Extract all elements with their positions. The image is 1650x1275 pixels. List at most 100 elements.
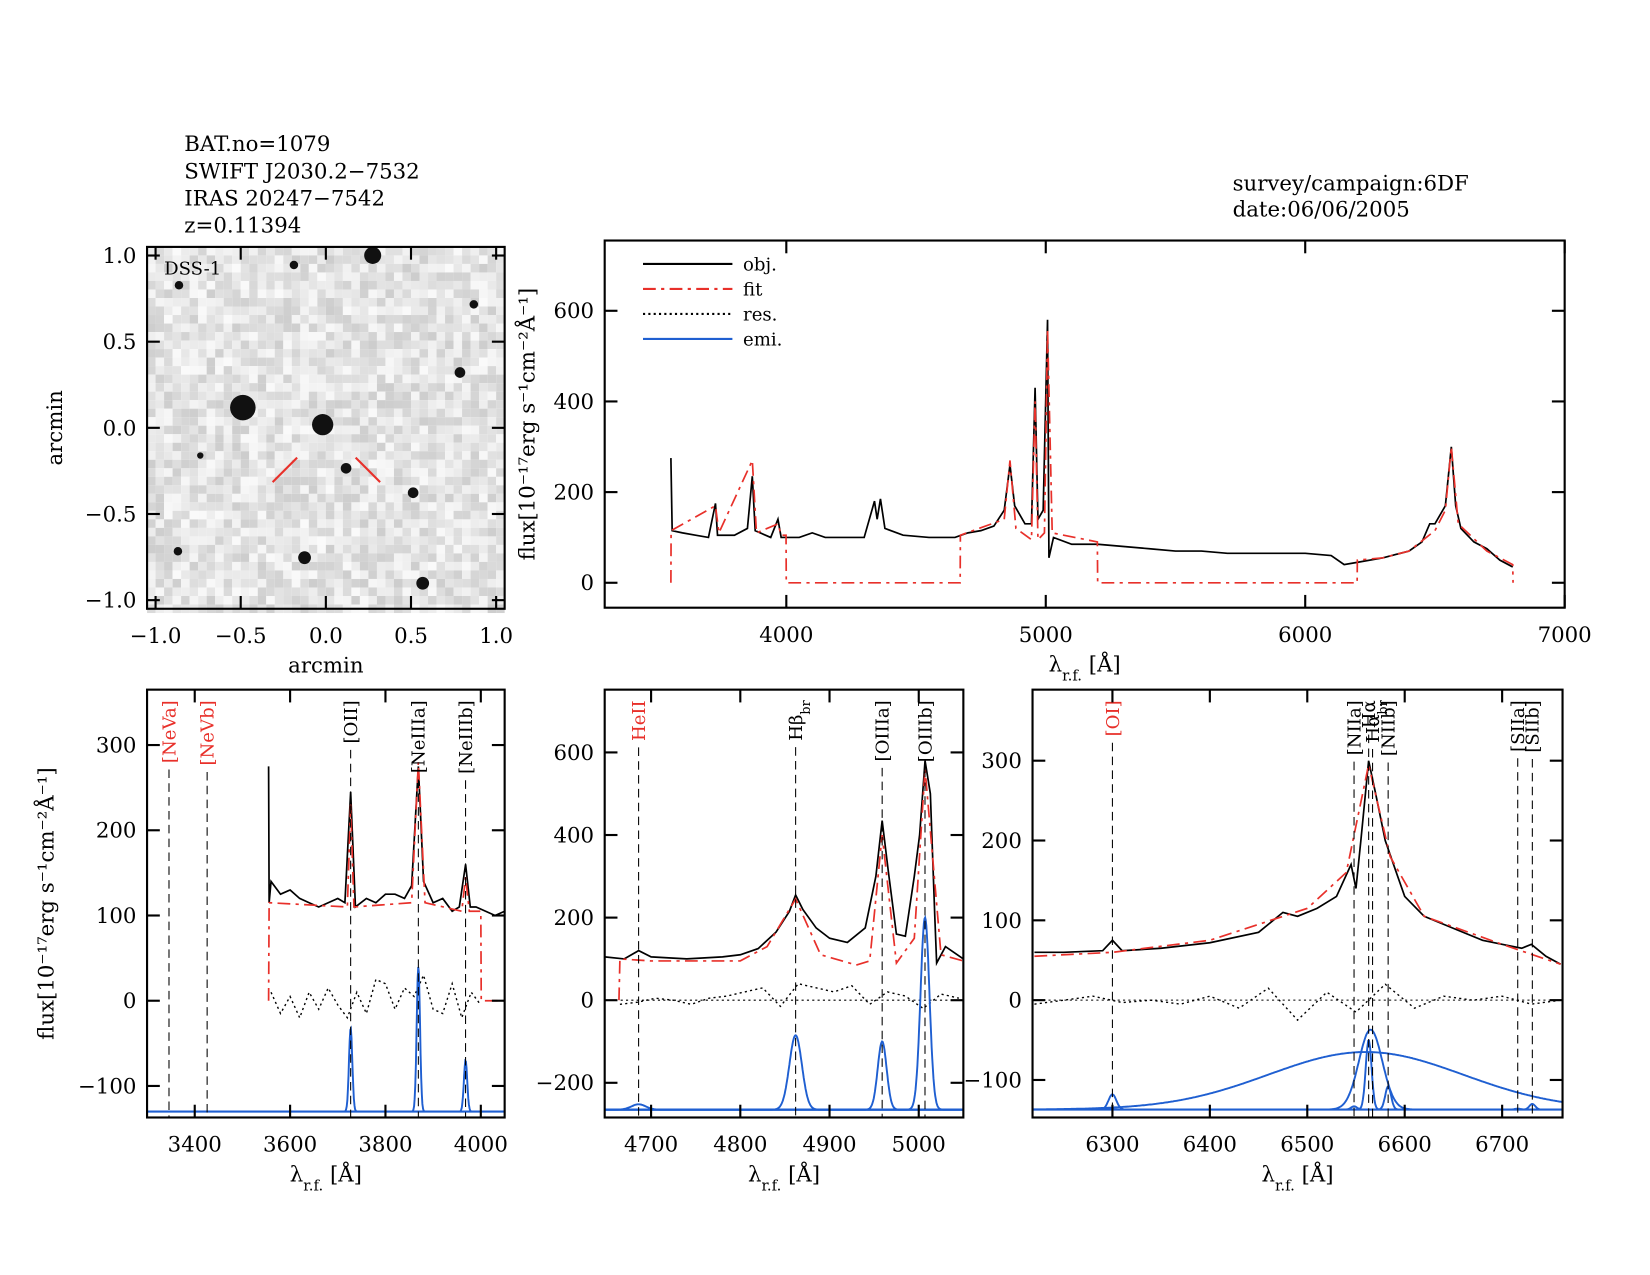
pixel xyxy=(283,417,292,426)
pixel xyxy=(198,297,207,307)
pixel xyxy=(283,502,292,511)
pixel xyxy=(215,553,224,562)
pixel xyxy=(325,357,335,367)
pixel xyxy=(181,340,190,350)
pixel xyxy=(257,297,267,307)
pixel xyxy=(419,502,429,511)
pixel xyxy=(428,502,437,511)
pixel xyxy=(300,434,309,443)
pixel xyxy=(479,263,488,273)
pixel xyxy=(419,417,429,426)
pixel xyxy=(147,578,156,588)
pixel xyxy=(189,578,199,588)
pixel xyxy=(393,280,403,290)
pixel xyxy=(232,263,241,273)
x-axis-label: λr.f. [Å] xyxy=(1261,1161,1333,1194)
pixel xyxy=(317,578,326,588)
pixel xyxy=(291,476,301,486)
pixel xyxy=(470,280,480,290)
pixel xyxy=(436,332,446,341)
pixel xyxy=(164,587,173,596)
pixel xyxy=(342,527,352,537)
pixel xyxy=(223,340,233,350)
pixel xyxy=(308,510,318,520)
pixel xyxy=(496,400,505,409)
pixel xyxy=(334,306,343,316)
pixel xyxy=(291,315,301,324)
pixel xyxy=(266,459,275,469)
pixel xyxy=(317,383,326,392)
pixel xyxy=(257,246,267,256)
pixel xyxy=(334,400,343,409)
pixel xyxy=(232,442,241,452)
pixel xyxy=(164,510,173,520)
pixel xyxy=(334,315,343,324)
pixel xyxy=(334,391,343,401)
pixel xyxy=(274,425,284,435)
pixel xyxy=(453,315,463,324)
pixel xyxy=(291,289,301,298)
pixel xyxy=(393,544,403,554)
pixel xyxy=(232,434,241,443)
pixel xyxy=(164,357,173,367)
pixel xyxy=(325,272,335,281)
pixel xyxy=(308,442,318,452)
pixel xyxy=(249,544,258,554)
pixel xyxy=(155,289,165,298)
pixel xyxy=(232,553,241,562)
pixel xyxy=(334,323,343,333)
pixel xyxy=(385,425,394,435)
pixel xyxy=(385,485,394,494)
spectrum-line xyxy=(670,319,1514,568)
pixel xyxy=(223,561,233,571)
pixel xyxy=(155,544,165,554)
pixel xyxy=(232,476,241,486)
pixel xyxy=(462,553,471,562)
pixel xyxy=(462,468,471,477)
pixel xyxy=(385,408,394,418)
pixel xyxy=(155,476,165,486)
pixel xyxy=(215,510,224,520)
pixel xyxy=(198,323,207,333)
pixel xyxy=(334,536,343,545)
pixel xyxy=(172,246,182,256)
pixel xyxy=(274,595,284,605)
legend-label: res. xyxy=(743,304,777,325)
pixel xyxy=(147,519,156,528)
pixel xyxy=(189,374,199,384)
pixel xyxy=(257,434,267,443)
pixel xyxy=(300,451,309,460)
pixel xyxy=(147,246,156,256)
pixel xyxy=(181,323,190,333)
line-label: Hα xyxy=(1359,700,1380,728)
pixel xyxy=(266,340,275,350)
pixel xyxy=(308,476,318,486)
pixel xyxy=(291,349,301,358)
pixel xyxy=(257,383,267,392)
pixel xyxy=(419,434,429,443)
pixel xyxy=(317,391,326,401)
pixel xyxy=(300,595,309,605)
pixel xyxy=(291,587,301,596)
pixel xyxy=(487,374,497,384)
pixel xyxy=(376,451,386,460)
pixel xyxy=(240,417,250,426)
pixel xyxy=(436,272,446,281)
pixel xyxy=(436,340,446,350)
pixel xyxy=(198,315,207,324)
pixel xyxy=(300,280,309,290)
pixel xyxy=(376,340,386,350)
pixel xyxy=(410,587,420,596)
pixel xyxy=(359,459,369,469)
pixel xyxy=(164,332,173,341)
pixel xyxy=(351,340,360,350)
pixel xyxy=(496,553,505,562)
pixel xyxy=(428,561,437,571)
pixel xyxy=(325,280,335,290)
label-part: λ xyxy=(290,1162,303,1187)
pixel xyxy=(223,578,233,588)
pixel xyxy=(385,468,394,477)
pixel xyxy=(206,468,216,477)
pixel xyxy=(385,357,394,367)
pixel xyxy=(164,297,173,307)
